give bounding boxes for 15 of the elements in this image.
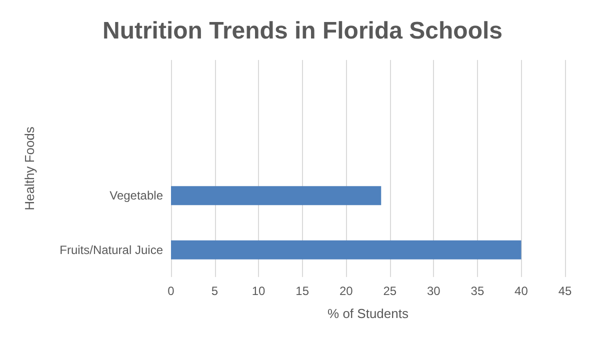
x-tick-label: 35 xyxy=(470,284,484,298)
x-tick-label: 15 xyxy=(296,284,310,298)
x-tick-label: 45 xyxy=(558,284,572,298)
chart-title: Nutrition Trends in Florida Schools xyxy=(102,18,503,44)
x-tick-label: 0 xyxy=(168,284,175,298)
y-tick-label: Vegetable xyxy=(110,188,164,203)
x-tick-label: 25 xyxy=(383,284,397,298)
x-tick-label: 30 xyxy=(426,284,441,298)
x-tick-label: 10 xyxy=(252,284,266,298)
y-tick-label: Fruits/Natural Juice xyxy=(60,242,164,257)
x-tick-label: 5 xyxy=(211,284,218,298)
y-axis-title: Healthy Foods xyxy=(22,126,37,210)
x-tick-label: 20 xyxy=(339,284,354,298)
x-tick-label: 40 xyxy=(514,284,528,298)
x-axis-title: % of Students xyxy=(328,306,409,321)
